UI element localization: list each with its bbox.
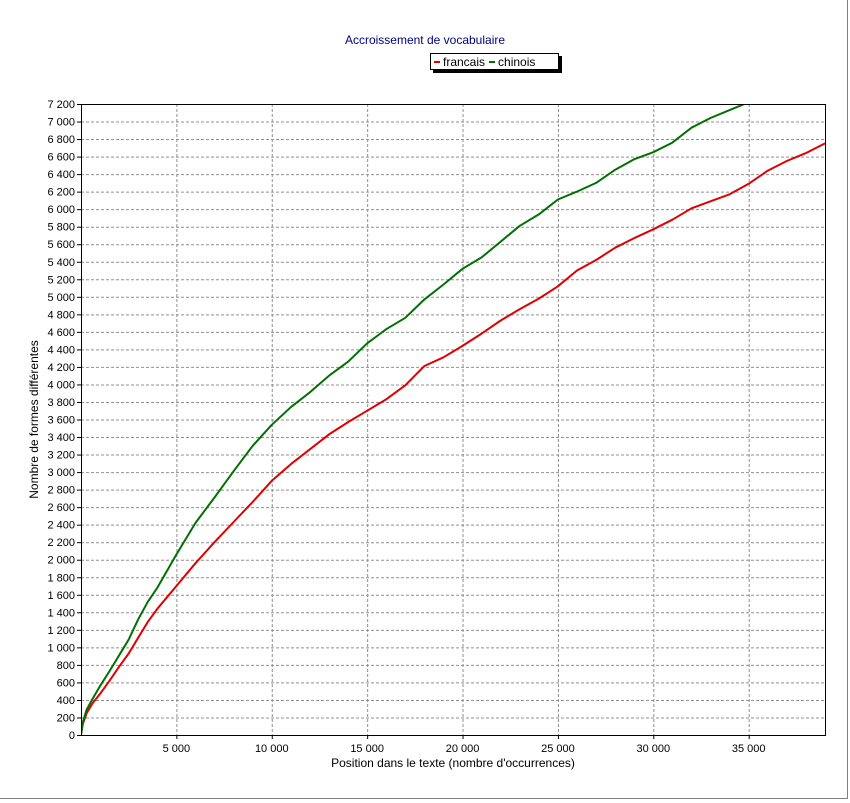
y-tick-label: 2 400 [47, 520, 75, 532]
y-axis-ticks: 0 200 400 600 800 1 000 1 200 1 400 1 600 1 800 2 … [47, 99, 81, 742]
y-tick-label: 600 [57, 677, 75, 689]
y-tick-label: 2 200 [47, 537, 75, 549]
y-tick-label: 3 400 [47, 432, 75, 444]
y-tick-label: 2 000 [47, 555, 75, 567]
y-tick-label: 4 800 [47, 309, 75, 321]
series-line-chinois [81, 104, 747, 735]
x-tick-label: 10 000 [255, 743, 289, 755]
y-tick-label: 3 000 [47, 467, 75, 479]
legend-swatch-francais [434, 60, 440, 63]
x-tick-label: 25 000 [541, 743, 575, 755]
x-tick-label: 35 000 [732, 743, 766, 755]
y-tick-label: 5 800 [47, 222, 75, 234]
x-tick-label: 20 000 [446, 743, 480, 755]
y-tick-label: 6 000 [47, 204, 75, 216]
y-tick-label: 1 600 [47, 590, 75, 602]
y-tick-label: 3 600 [47, 415, 75, 427]
y-tick-label: 1 000 [47, 642, 75, 654]
y-tick-label: 7 000 [47, 117, 75, 129]
y-tick-label: 400 [57, 695, 75, 707]
x-tick-label: 5 000 [163, 743, 191, 755]
x-axis-ticks: 5 000 10 000 15 000 20 000 25 000 30 000 35 00… [163, 735, 766, 755]
y-tick-label: 0 [69, 730, 75, 742]
y-tick-label: 5 600 [47, 239, 75, 251]
y-tick-label: 1 800 [47, 572, 75, 584]
y-tick-label: 5 400 [47, 257, 75, 269]
legend-swatch-chinois [489, 60, 496, 63]
y-tick-label: 1 400 [47, 607, 75, 619]
y-tick-label: 1 200 [47, 625, 75, 637]
legend-label-chinois: chinois [498, 54, 536, 69]
legend-entry-chinois: chinois [489, 55, 535, 69]
legend-label-francais: francais [443, 54, 486, 69]
legend-entry-francais: francais [434, 55, 485, 69]
y-tick-label: 7 200 [47, 99, 75, 111]
y-tick-label: 6 200 [47, 187, 75, 199]
y-tick-label: 4 600 [47, 327, 75, 339]
y-tick-label: 4 200 [47, 362, 75, 374]
plot-border [81, 104, 826, 736]
y-tick-label: 2 800 [47, 485, 75, 497]
x-tick-label: 15 000 [350, 743, 384, 755]
chart-title: Accroissement de vocabulaire [344, 33, 506, 47]
x-tick-label: 30 000 [636, 743, 670, 755]
y-tick-label: 5 200 [47, 274, 75, 286]
x-axis-label: Position dans le texte (nombre d'occurre… [331, 756, 575, 770]
y-tick-label: 4 400 [47, 344, 75, 356]
y-tick-label: 6 600 [47, 152, 75, 164]
grid [81, 104, 825, 735]
y-tick-label: 800 [57, 660, 75, 672]
y-tick-label: 6 400 [47, 169, 75, 181]
y-tick-label: 4 000 [47, 379, 75, 391]
y-tick-label: 6 800 [47, 134, 75, 146]
y-tick-label: 2 600 [47, 502, 75, 514]
y-tick-label: 5 000 [47, 292, 75, 304]
y-axis-label: Nombre de formes différentes [27, 340, 41, 499]
y-tick-label: 3 800 [47, 397, 75, 409]
y-tick-label: 200 [57, 712, 75, 724]
y-tick-label: 3 200 [47, 450, 75, 462]
series-line-francais [81, 142, 825, 735]
series-lines [81, 104, 825, 735]
legend: francais chinois [430, 53, 559, 70]
